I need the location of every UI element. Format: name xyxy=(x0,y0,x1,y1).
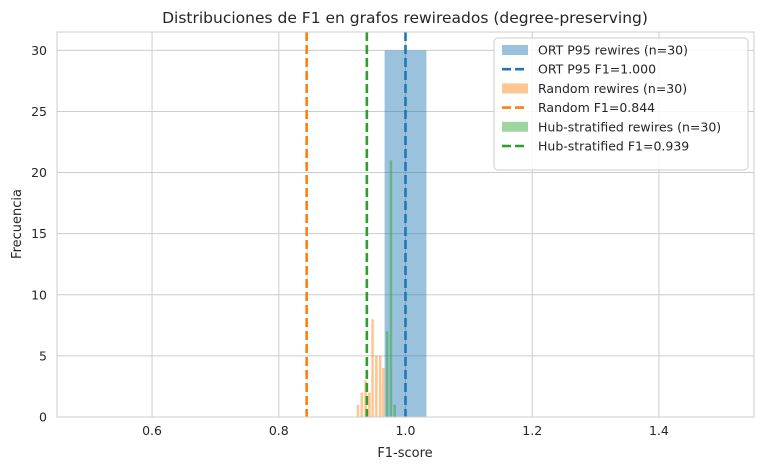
chart-title: Distribuciones de F1 en grafos rewireado… xyxy=(162,9,648,27)
legend-box xyxy=(493,37,749,171)
y-tick-label: 20 xyxy=(31,165,47,180)
y-tick-label: 0 xyxy=(39,410,47,425)
legend-label: ORT P95 rewires (n=30) xyxy=(538,43,688,58)
x-axis-label: F1-score xyxy=(377,446,432,461)
x-tick-label: 1.2 xyxy=(522,423,542,438)
legend-label: Hub-stratified rewires (n=30) xyxy=(538,119,721,134)
legend-swatch xyxy=(502,121,528,132)
x-tick-label: 0.6 xyxy=(142,423,162,438)
histogram-bar xyxy=(393,404,396,417)
y-tick-label: 30 xyxy=(31,43,47,58)
histogram-bar xyxy=(382,368,385,417)
histogram-bar xyxy=(389,160,393,418)
histogram-bar xyxy=(385,331,389,417)
plot-frame xyxy=(56,31,755,418)
x-tick-label: 1.4 xyxy=(649,423,669,438)
legend-label: Hub-stratified F1=0.939 xyxy=(538,139,689,154)
reference-lines xyxy=(305,32,407,417)
histogram-bar xyxy=(356,404,360,417)
legend-label: ORT P95 F1=1.000 xyxy=(538,62,656,77)
legend: ORT P95 rewires (n=30) ORT P95 F1=1.000 Ra… xyxy=(493,37,749,171)
y-tick-label: 5 xyxy=(39,348,47,363)
histogram-bar xyxy=(368,392,371,417)
y-axis-label: Frecuencia xyxy=(10,189,25,259)
x-tick-label: 1.0 xyxy=(396,423,416,438)
y-tick-label: 15 xyxy=(31,226,47,241)
histogram-bar xyxy=(378,355,382,417)
legend-swatch xyxy=(502,83,528,94)
legend-label: Random F1=0.844 xyxy=(538,100,655,115)
histogram-bar xyxy=(375,355,378,417)
histogram-bar xyxy=(371,319,374,417)
y-tick-label: 10 xyxy=(31,287,47,302)
histogram-bar xyxy=(360,392,364,417)
legend-label: Random rewires (n=30) xyxy=(538,81,687,96)
x-tick-label: 0.8 xyxy=(269,423,289,438)
y-tick-label: 25 xyxy=(31,104,47,119)
tick-labels: 0.6 0.8 1.0 1.2 1.4 0 5 10 15 20 25 30 xyxy=(31,43,669,438)
legend-swatch xyxy=(502,45,528,55)
